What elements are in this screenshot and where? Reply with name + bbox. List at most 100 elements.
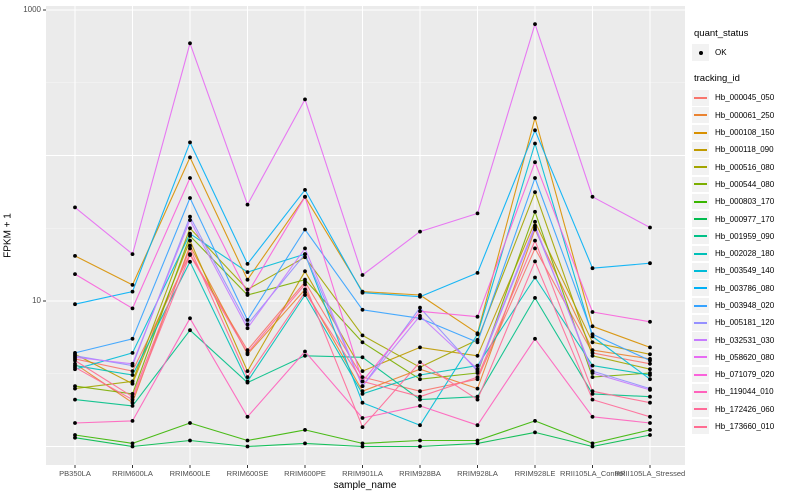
data-point: [648, 433, 652, 437]
data-point: [648, 225, 652, 230]
data-point: [245, 414, 250, 419]
data-point: [418, 309, 422, 314]
data-point: [303, 188, 307, 192]
data-point: [418, 373, 422, 377]
data-point: [360, 392, 365, 396]
x-tick-label-RRIM928LE: RRIM928LE: [514, 469, 556, 478]
legend-item-Hb_000516_080: Hb_000516_080: [692, 158, 798, 175]
data-point: [188, 253, 192, 257]
data-point: [590, 444, 595, 449]
legend-item-Hb_000803_170: Hb_000803_170: [692, 193, 798, 210]
data-point: [648, 421, 652, 425]
data-point: [360, 441, 365, 446]
data-point: [245, 277, 250, 282]
data-point: [303, 287, 307, 292]
data-point: [648, 414, 652, 419]
data-point: [590, 363, 595, 368]
data-point: [360, 340, 365, 345]
legend-item-Hb_172426_060: Hb_172426_060: [692, 401, 798, 418]
data-point: [533, 141, 537, 146]
legend-item-label: Hb_000061_250: [715, 110, 775, 120]
legend-item-label: Hb_000045_050: [715, 93, 775, 103]
legend-item-label: Hb_003786_080: [715, 283, 775, 293]
legend-item-Hb_003549_140: Hb_003549_140: [692, 262, 798, 279]
legend-item-Hb_032531_030: Hb_032531_030: [692, 331, 798, 348]
data-point: [475, 441, 480, 446]
data-point: [418, 360, 422, 364]
legend-key-line-icon: [692, 176, 709, 193]
data-point: [360, 416, 365, 420]
legend-item-label: Hb_005181_120: [715, 318, 775, 328]
data-point: [418, 345, 422, 350]
data-point: [188, 196, 192, 200]
legend-item-Hb_003786_080: Hb_003786_080: [692, 280, 798, 297]
data-point: [245, 291, 250, 296]
data-point: [245, 326, 250, 331]
data-point: [533, 22, 537, 26]
data-point: [245, 438, 250, 443]
x-tick-label-RRIM600PE: RRIM600PE: [284, 469, 326, 478]
data-point: [648, 394, 652, 399]
data-point: [130, 404, 135, 408]
data-point: [73, 272, 77, 276]
legend-item-label: Hb_003948_020: [715, 301, 775, 310]
data-point: [245, 375, 250, 379]
data-point: [475, 340, 480, 345]
x-tick-label-RRIM928LA: RRIM928LA: [457, 469, 498, 478]
data-point: [533, 176, 537, 180]
legend-item-Hb_058620_080: Hb_058620_080: [692, 349, 798, 366]
data-point: [648, 261, 652, 266]
data-point: [130, 252, 135, 256]
legend-key-line-icon: [692, 280, 709, 296]
data-point: [590, 441, 595, 446]
data-point: [245, 351, 250, 355]
data-point: [73, 421, 77, 425]
data-point: [475, 394, 480, 399]
legend-item-label: Hb_000516_080: [715, 162, 775, 172]
legend-group-quant-status: quant_status OK: [692, 28, 798, 62]
data-point: [130, 289, 135, 294]
data-point: [418, 305, 422, 310]
legend-item-label: Hb_172426_060: [715, 404, 775, 414]
data-point: [418, 397, 422, 402]
data-point: [130, 397, 135, 402]
legend-item-Hb_000118_090: Hb_000118_090: [692, 141, 798, 158]
data-point: [590, 371, 595, 375]
data-point: [475, 423, 480, 428]
data-point: [648, 358, 652, 363]
data-point: [475, 211, 480, 216]
data-point: [590, 340, 595, 345]
data-point: [418, 294, 422, 299]
data-point: [303, 290, 307, 295]
data-point: [188, 328, 192, 333]
data-point: [360, 425, 365, 429]
data-point: [648, 373, 652, 377]
y-axis-title: FPKM + 1: [2, 213, 14, 258]
data-point: [360, 333, 365, 338]
data-point: [475, 397, 480, 402]
data-point: [533, 336, 537, 341]
legend-key-line-icon: [692, 90, 709, 106]
data-point: [188, 218, 192, 223]
data-point: [303, 428, 307, 432]
data-point: [360, 384, 365, 388]
data-point: [360, 444, 365, 449]
data-point: [533, 128, 537, 133]
data-point: [245, 379, 250, 384]
data-point: [648, 367, 652, 372]
data-point: [303, 293, 307, 297]
data-point: [418, 229, 422, 234]
legend-key-line-icon: [692, 142, 709, 158]
data-point: [360, 307, 365, 312]
legend-key-line-icon: [692, 297, 709, 314]
data-point: [73, 397, 77, 402]
legend-item-label: Hb_000544_080: [715, 179, 775, 189]
data-point: [533, 259, 537, 264]
data-point: [648, 345, 652, 350]
data-point: [475, 367, 480, 372]
data-point: [533, 430, 537, 435]
data-point: [130, 400, 135, 405]
legend-item-Hb_000045_050: Hb_000045_050: [692, 89, 798, 106]
data-point: [130, 444, 135, 449]
